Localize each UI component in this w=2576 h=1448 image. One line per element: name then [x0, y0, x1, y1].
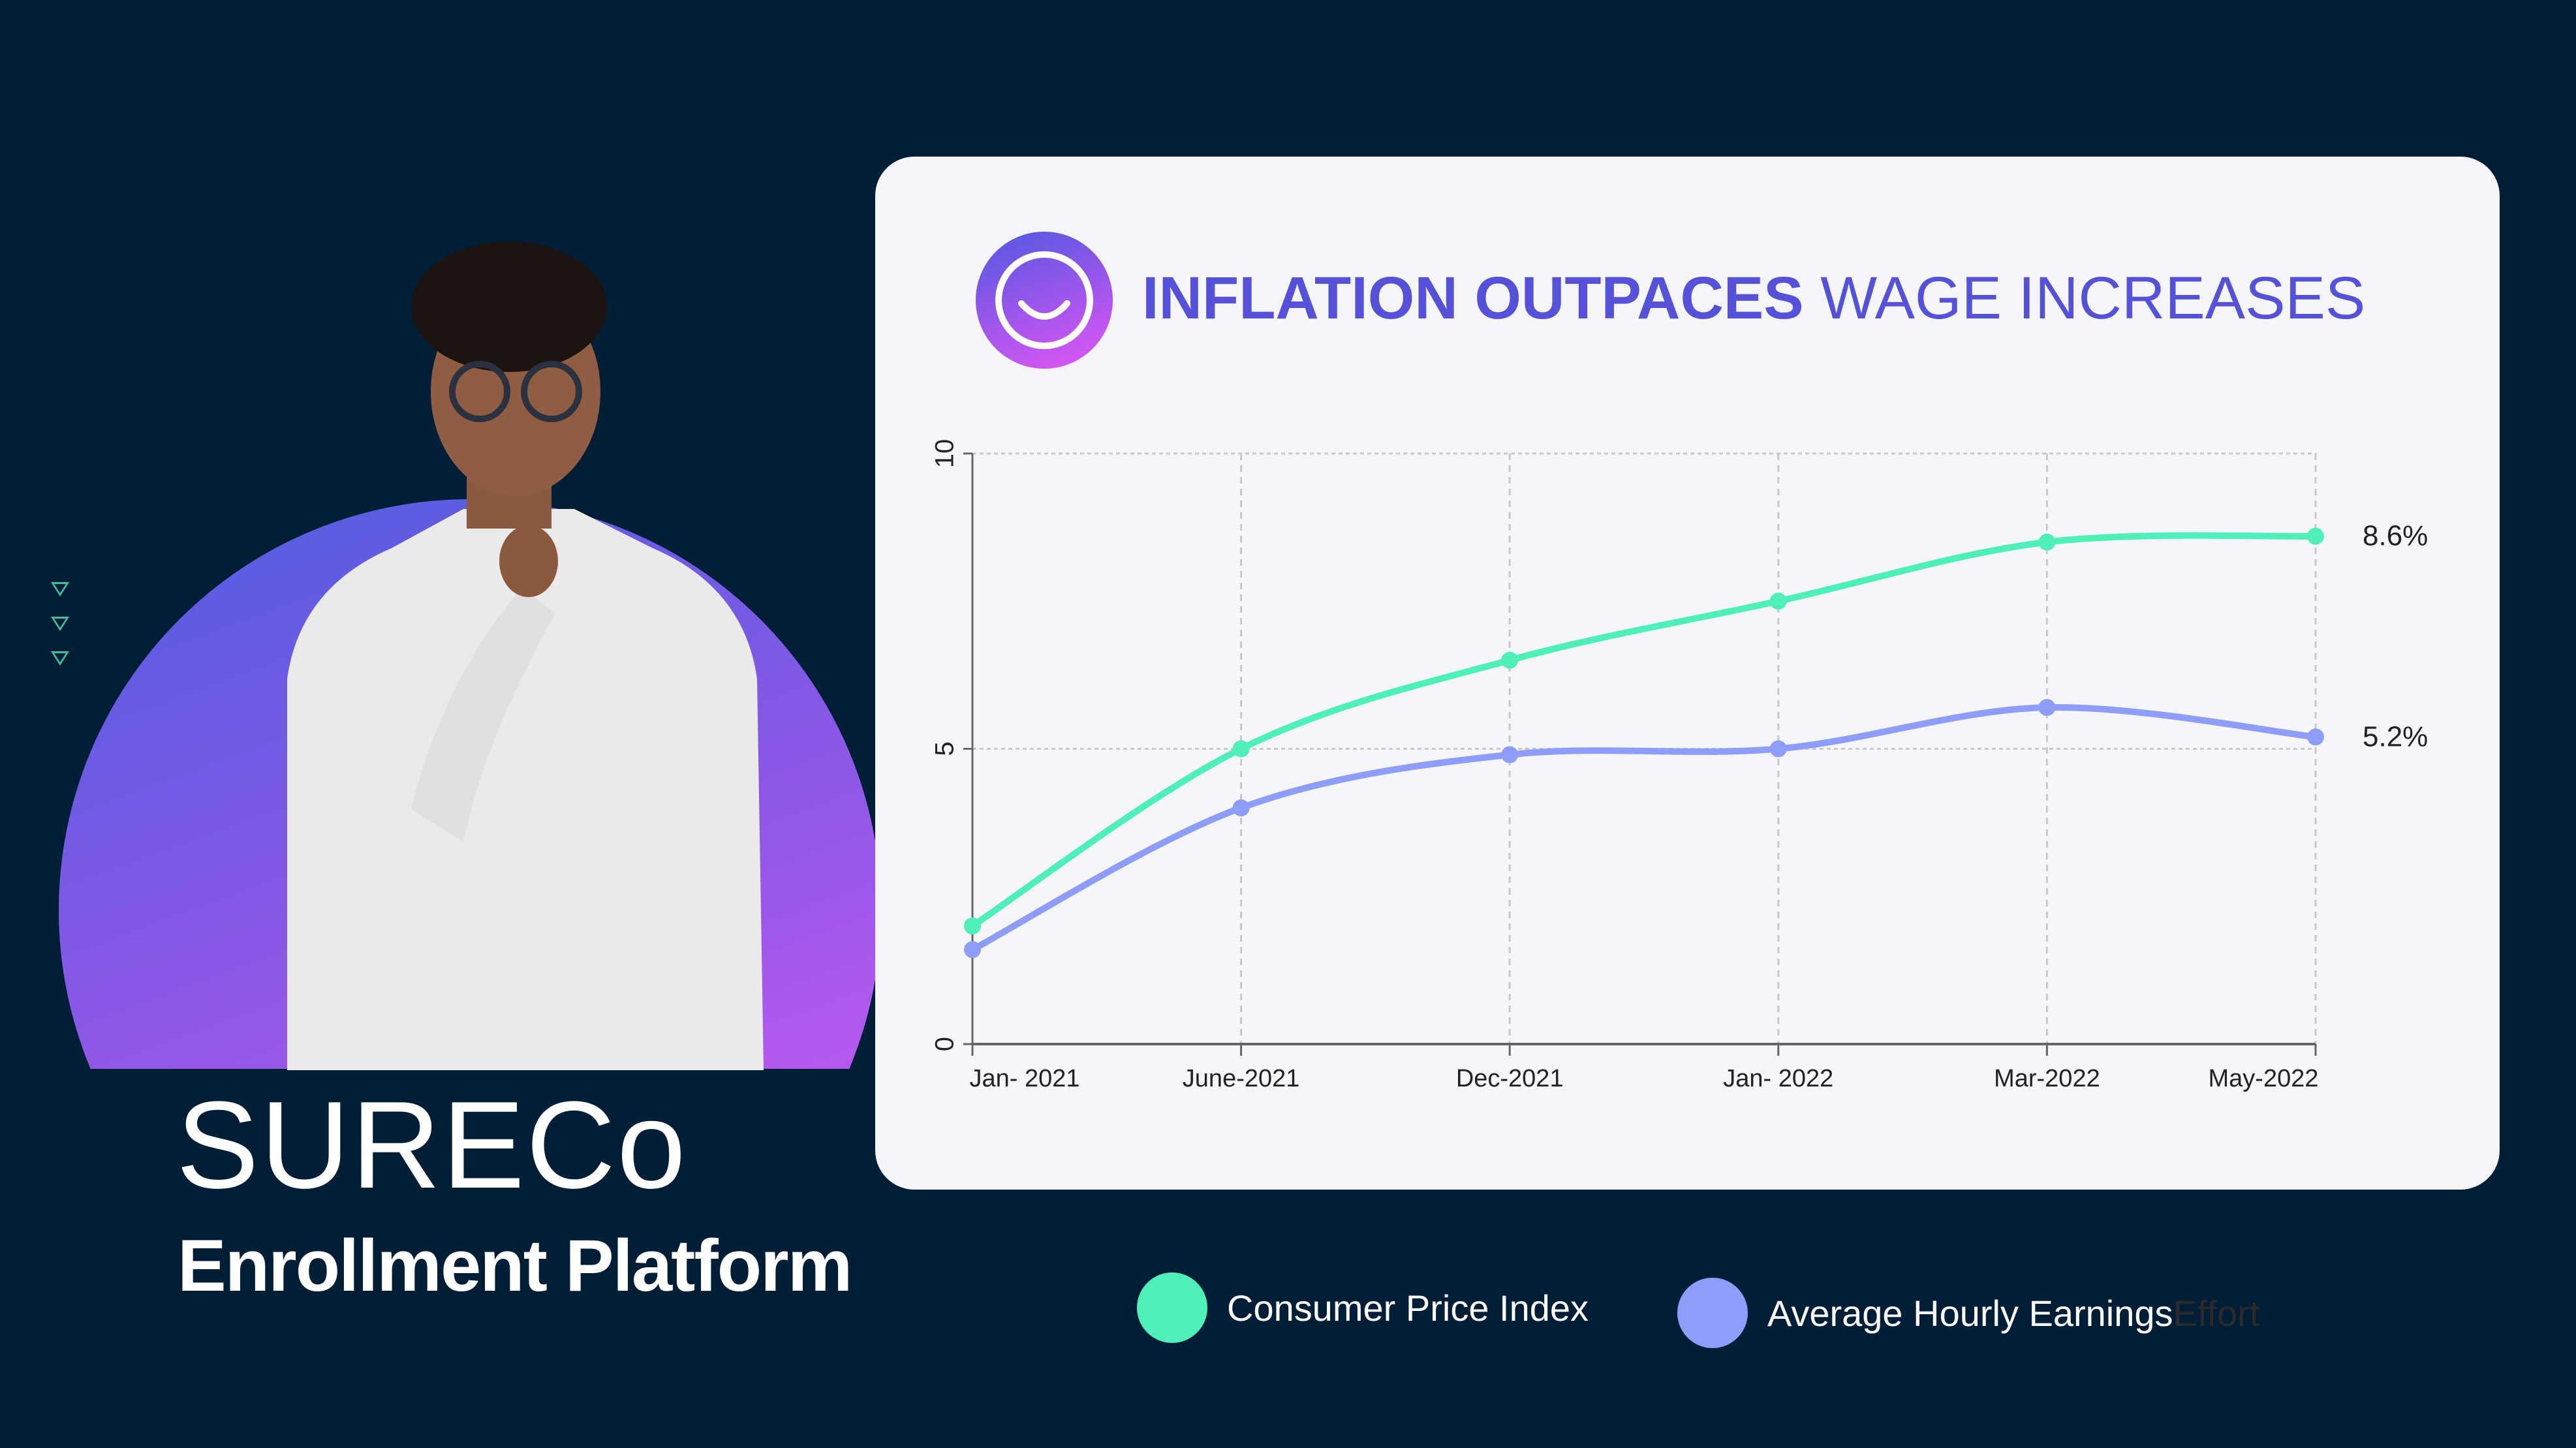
- chart-title: INFLATION OUTPACES WAGE INCREASES: [1142, 264, 2365, 333]
- y-tick-label: 10: [931, 439, 959, 469]
- x-tick-label: June-2021: [1183, 1065, 1300, 1092]
- data-point: [1501, 746, 1519, 763]
- legend-label: Consumer Price Index: [1227, 1287, 1589, 1329]
- legend-item-cpi: Consumer Price Index: [1137, 1272, 1589, 1343]
- platform-subtitle: Enrollment Platform: [178, 1225, 852, 1306]
- triangle-icon: [51, 617, 69, 631]
- end-value-label: 8.6%: [2363, 520, 2428, 552]
- x-tick-label: May-2022: [2209, 1065, 2319, 1092]
- data-point: [2307, 527, 2324, 545]
- legend-item-ahe: Average Hourly Earnings Effort: [1677, 1278, 2259, 1348]
- title-bold: INFLATION OUTPACES: [1142, 265, 1804, 331]
- triangle-icon: [51, 582, 69, 596]
- title-rest: WAGE INCREASES: [1820, 265, 2366, 331]
- y-tick-label: 5: [931, 741, 959, 756]
- x-tick-label: Jan- 2022: [1723, 1065, 1833, 1092]
- chart-card: [875, 157, 2500, 1190]
- data-point: [1232, 799, 1250, 816]
- data-point: [2038, 533, 2056, 551]
- series-line-0: [970, 532, 2316, 929]
- data-point: [964, 941, 981, 959]
- end-value-label: 5.2%: [2363, 720, 2428, 752]
- smile-logo-icon: [976, 232, 1113, 369]
- x-tick-label: Jan- 2021: [969, 1065, 1079, 1092]
- series-line-1: [970, 704, 2316, 953]
- legend-swatch: [1677, 1278, 1748, 1348]
- sureco-logo: SURECo: [176, 1076, 687, 1214]
- legend-swatch: [1137, 1272, 1207, 1343]
- x-tick-label: Dec-2021: [1456, 1065, 1564, 1092]
- x-tick-label: Mar-2022: [1994, 1065, 2100, 1092]
- y-tick-label: 0: [931, 1037, 959, 1051]
- person-photo: [287, 241, 764, 1070]
- data-point: [1769, 740, 1787, 758]
- triangle-icon: [51, 651, 69, 666]
- data-point: [1232, 740, 1250, 758]
- legend-label: Average Hourly Earnings: [1767, 1292, 2173, 1334]
- data-point: [1501, 651, 1519, 669]
- data-point: [2038, 699, 2056, 716]
- legend-ghost-text: Effort: [2173, 1292, 2260, 1334]
- data-point: [1769, 593, 1787, 610]
- data-point: [964, 917, 981, 934]
- data-point: [2307, 728, 2324, 746]
